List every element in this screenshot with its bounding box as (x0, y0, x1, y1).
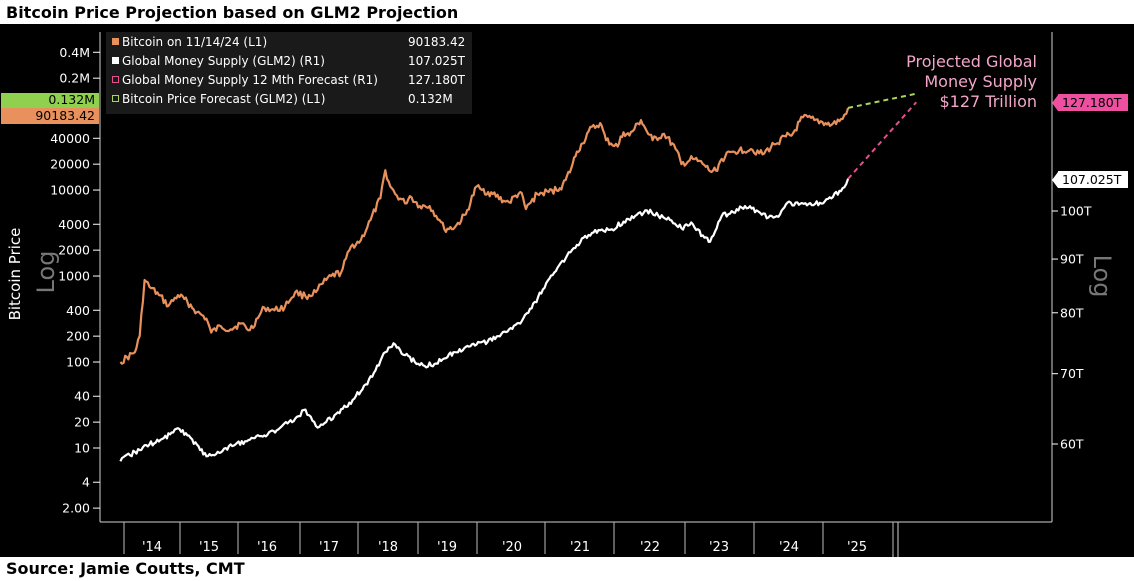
left-tick-label: 1000 (58, 269, 90, 284)
annotation-line: Money Supply (924, 72, 1037, 91)
legend-label: Bitcoin on 11/14/24 (L1) (122, 35, 267, 49)
left-tick-label: 4 (82, 475, 90, 490)
left-tick-label: 10000 (50, 183, 90, 198)
legend-label: Global Money Supply (GLM2) (R1) (122, 54, 325, 68)
glm2-label-pointer (1052, 172, 1058, 188)
left-tick-label: 400 (66, 303, 90, 318)
chart-panel: Log Log Bitcoin Price 2.00 4 10 20 40 100 200 400… (0, 24, 1134, 557)
legend-value: 127.180T (408, 73, 466, 87)
legend-box (106, 32, 472, 114)
x-tick-label: '16 (257, 540, 277, 555)
right-log-watermark: Log (1088, 255, 1116, 298)
x-tick-label: '24 (779, 540, 799, 555)
x-tick-label: '22 (640, 540, 660, 555)
btc-forecast-value-label-bg (1, 93, 99, 108)
left-tick-label: 40 (74, 389, 90, 404)
legend-label: Global Money Supply 12 Mth Forecast (R1) (122, 73, 378, 87)
x-tick-label: '25 (847, 540, 867, 555)
x-tick-label: '23 (709, 540, 729, 555)
left-tick-label: 100 (66, 355, 90, 370)
btc-forecast-line (847, 92, 917, 109)
legend-value: 90183.42 (408, 35, 465, 49)
right-tick-label: 80T (1060, 305, 1084, 320)
x-tick-label: '15 (199, 540, 219, 555)
left-tick-label: 0.4M (59, 45, 90, 60)
x-tick-label: '19 (437, 540, 457, 555)
x-tick-label: '17 (319, 540, 339, 555)
right-tick-label: 90T (1060, 252, 1084, 267)
chart-title: Bitcoin Price Projection based on GLM2 P… (6, 3, 459, 22)
x-tick-label: '20 (502, 540, 522, 555)
x-tick-label: '14 (142, 540, 162, 555)
glm2-last-value-label: 107.025T (1062, 172, 1122, 187)
left-tick-label: 20 (74, 415, 90, 430)
glm2-forecast-value-label: 127.180T (1062, 95, 1122, 110)
legend-marker (112, 95, 119, 102)
annotation-line: Projected Global (906, 52, 1037, 71)
glm2-line (119, 178, 850, 462)
source-note: Source: Jamie Coutts, CMT (6, 559, 245, 578)
glm2-forecast-line (847, 101, 918, 180)
legend-value: 107.025T (408, 54, 466, 68)
chart-svg: Log Log Bitcoin Price 2.00 4 10 20 40 100 200 400… (1, 32, 1128, 557)
log-watermarks: Log Log Bitcoin Price (6, 228, 1116, 321)
right-tick-label: 60T (1060, 437, 1084, 452)
glm2-forecast-label-pointer (1052, 95, 1058, 111)
left-log-watermark: Log (32, 251, 60, 294)
x-tick-label: '21 (570, 540, 590, 555)
btc-forecast-value-label: 0.132M (48, 92, 95, 107)
left-axis: 2.00 4 10 20 40 100 200 400 1000 2000 4000 10000 200… (50, 45, 100, 516)
left-tick-label: 4000 (58, 217, 90, 232)
series-layer (119, 92, 918, 462)
right-tick-label: 100T (1060, 204, 1092, 219)
left-tick-label: 10 (74, 441, 90, 456)
right-axis: 60T 70T 80T 90T 100T (1052, 204, 1092, 452)
right-tick-label: 70T (1060, 366, 1084, 381)
glm2-last-value-label-bg (1058, 171, 1128, 188)
left-tick-label: 200 (66, 329, 90, 344)
bitcoin-price-line (119, 107, 850, 365)
left-axis-label: Bitcoin Price (6, 228, 24, 321)
left-tick-label: 2000 (58, 243, 90, 258)
left-tick-label: 0.2M (59, 71, 90, 86)
btc-last-value-label-bg (1, 108, 99, 124)
legend-label: Bitcoin Price Forecast (GLM2) (L1) (122, 92, 325, 106)
left-tick-label: 40000 (50, 131, 90, 146)
left-tick-label: 20000 (50, 157, 90, 172)
x-axis: '14 '15 '16 '17 '18 '19 '20 '21 '22 '23 '24 '25 (123, 522, 894, 555)
btc-last-value-label: 90183.42 (35, 108, 95, 123)
glm2-forecast-value-label-bg (1058, 94, 1128, 111)
x-tick-label: '18 (378, 540, 398, 555)
left-tick-label: 2.00 (62, 501, 90, 516)
legend-marker (112, 76, 119, 83)
annotation-line: $127 Trillion (939, 92, 1037, 111)
legend-marker (112, 38, 119, 45)
legend-value: 0.132M (408, 92, 453, 106)
legend-marker (112, 57, 119, 64)
legend: Bitcoin on 11/14/24 (L1) 90183.42 Global M… (106, 32, 472, 114)
